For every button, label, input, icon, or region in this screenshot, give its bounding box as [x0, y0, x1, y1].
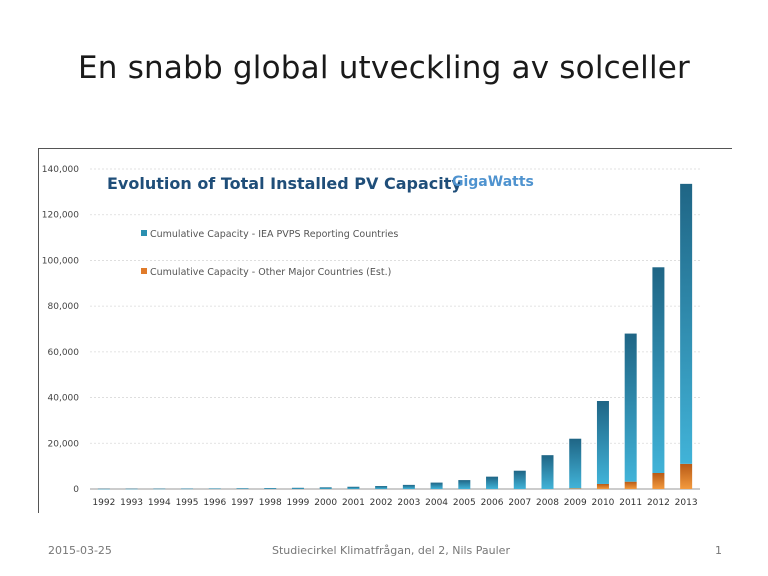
bar-other-countries [624, 481, 637, 489]
legend-swatch-other [141, 268, 147, 274]
slide-title: En snabb global utveckling av solceller [78, 50, 690, 86]
footer-text: Studiecirkel Klimatfrågan, del 2, Nils P… [272, 544, 510, 557]
bar-iea-countries [513, 470, 526, 489]
x-tick-label: 1995 [176, 498, 199, 508]
x-tick-label: 1996 [203, 498, 226, 508]
x-tick-label: 2009 [564, 498, 587, 508]
bar-iea-countries [541, 455, 554, 489]
x-tick-label: 2003 [397, 498, 420, 508]
bar-iea-countries [402, 484, 415, 489]
bar-iea-countries [153, 488, 166, 490]
bar-iea-countries [181, 488, 194, 490]
bar-iea-countries [125, 488, 138, 490]
x-tick-label: 2010 [592, 498, 615, 508]
x-tick-label: 2001 [342, 498, 365, 508]
chart-title: Evolution of Total Installed PV Capacity [107, 174, 462, 193]
bar-iea-countries [375, 486, 388, 489]
chart-unit-label: GigaWatts [452, 174, 534, 190]
x-tick-label: 2013 [675, 498, 698, 508]
bar-iea-countries [97, 488, 110, 490]
bar-other-countries [596, 483, 609, 489]
legend-swatch-iea [141, 230, 147, 236]
bar-iea-countries [236, 488, 249, 489]
bar-other-countries [680, 463, 693, 489]
bar-iea-countries [596, 401, 609, 484]
bar-iea-countries [569, 438, 582, 489]
x-tick-label: 2008 [536, 498, 559, 508]
y-tick-label: 60,000 [48, 348, 80, 358]
y-tick-label: 40,000 [48, 394, 80, 404]
slide-number: 1 [715, 544, 722, 557]
footer-date: 2015-03-25 [48, 544, 112, 557]
x-tick-label: 1999 [287, 498, 310, 508]
x-tick-label: 2011 [619, 498, 642, 508]
x-tick-label: 1992 [92, 498, 115, 508]
x-tick-label: 1998 [259, 498, 282, 508]
bar-iea-countries [680, 183, 693, 464]
bar-iea-countries [319, 487, 332, 489]
legend-item-other: Cumulative Capacity - Other Major Countr… [141, 267, 391, 278]
y-tick-label: 120,000 [42, 211, 79, 221]
legend-label-iea: Cumulative Capacity - IEA PVPS Reporting… [150, 229, 399, 240]
legend-label-other: Cumulative Capacity - Other Major Countr… [150, 267, 392, 278]
x-tick-label: 2012 [647, 498, 670, 508]
y-tick-label: 80,000 [48, 302, 80, 312]
x-tick-label: 2005 [453, 498, 476, 508]
bar-iea-countries [291, 487, 304, 489]
bar-iea-countries [652, 267, 665, 473]
bar-iea-countries [430, 482, 443, 489]
x-tick-label: 2004 [425, 498, 448, 508]
y-tick-label: 100,000 [42, 256, 79, 266]
bar-iea-countries [624, 333, 637, 482]
bar-iea-countries [208, 488, 221, 490]
x-tick-label: 2002 [370, 498, 393, 508]
bar-iea-countries [264, 488, 277, 489]
chart-frame [38, 148, 732, 513]
legend-item-iea: Cumulative Capacity - IEA PVPS Reporting… [141, 229, 398, 240]
y-tick-label: 140,000 [42, 165, 79, 175]
bar-other-countries [652, 473, 665, 489]
bar-other-countries [569, 488, 582, 489]
x-tick-label: 2006 [481, 498, 504, 508]
bar-iea-countries [458, 480, 471, 489]
x-tick-label: 1997 [231, 498, 254, 508]
x-tick-label: 2007 [508, 498, 531, 508]
bar-iea-countries [347, 486, 360, 489]
x-tick-label: 1994 [148, 498, 171, 508]
bar-iea-countries [486, 476, 499, 489]
x-tick-label: 2000 [314, 498, 337, 508]
x-tick-label: 1993 [120, 498, 143, 508]
y-tick-label: 20,000 [48, 439, 80, 449]
y-tick-label: 0 [73, 485, 79, 495]
